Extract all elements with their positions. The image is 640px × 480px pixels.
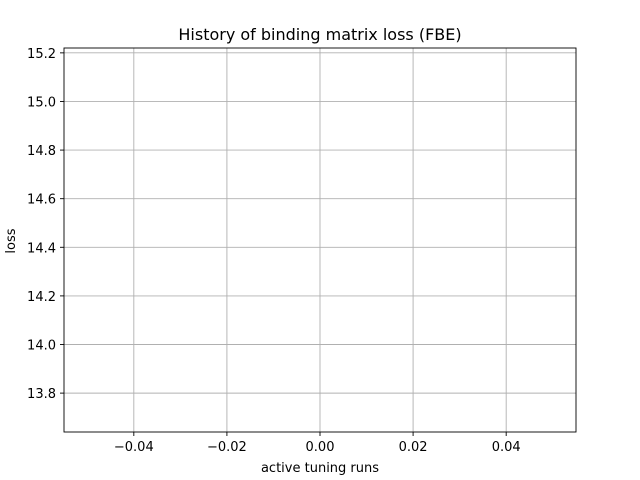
x-gridlines: [133, 48, 507, 432]
x-tick-label: −0.02: [207, 440, 247, 455]
y-tick-label: 14.4: [27, 241, 56, 256]
x-tick-label: 0.00: [306, 440, 335, 455]
x-tick-label: 0.02: [399, 440, 428, 455]
y-tick-label: 15.2: [27, 47, 56, 62]
x-axis-label: active tuning runs: [261, 461, 379, 476]
y-tick-label: 14.0: [27, 339, 56, 354]
y-tick-label: 15.0: [27, 95, 56, 110]
x-axis-ticks: −0.04 −0.02 0.00 0.02 0.04: [114, 432, 521, 455]
y-gridlines: [64, 52, 576, 394]
y-axis-label: loss: [4, 228, 19, 253]
chart-title: History of binding matrix loss (FBE): [178, 25, 461, 44]
y-tick-label: 13.8: [27, 387, 56, 402]
x-tick-label: −0.04: [114, 440, 154, 455]
x-tick-label: 0.04: [492, 440, 521, 455]
y-tick-label: 14.8: [27, 144, 56, 159]
y-axis-ticks: 13.8 14.0 14.2 14.4 14.6 14.8 15.0 15.2: [27, 47, 64, 402]
y-tick-label: 14.2: [27, 290, 56, 305]
y-tick-label: 14.6: [27, 193, 56, 208]
